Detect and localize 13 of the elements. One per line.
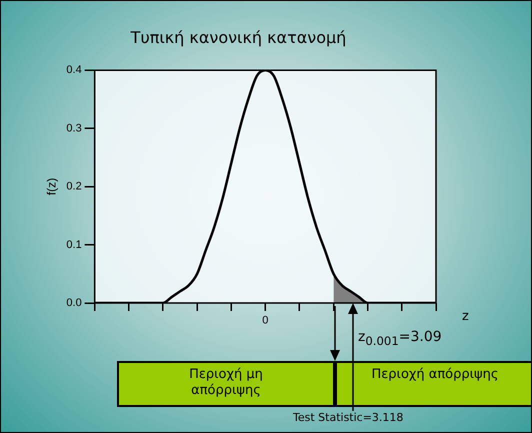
y-axis-title: f(z) [44,178,59,196]
x-axis-title: z [462,309,469,324]
y-tick-label: 0.2 [66,180,82,193]
y-tick-label: 0.3 [66,122,82,134]
y-tick-label: 0.1 [66,238,82,251]
region-box: Περιοχή μη απόρριψης [117,361,335,407]
y-tick-label: 0.0 [66,297,82,310]
x-tick-label: 0 [262,314,268,327]
text: Test Statistic=3.118 [293,411,404,424]
y-tick-label: 0.4 [66,64,82,76]
region-box: Περιοχή απόρριψης [335,361,531,407]
text: z$_{0.001}$=3.09 [358,329,442,348]
chart-title: Τυπική κανονική κατανομή [130,28,346,47]
